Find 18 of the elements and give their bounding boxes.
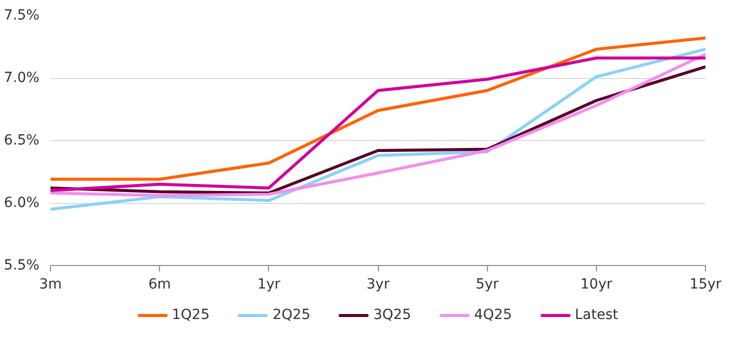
x-tick-label: 1yr bbox=[257, 276, 281, 292]
x-tick-label: 15yr bbox=[690, 276, 722, 292]
x-tick-label: 5yr bbox=[476, 276, 499, 292]
y-tick-label: 6.0% bbox=[4, 195, 40, 211]
legend-label: 1Q25 bbox=[172, 307, 210, 323]
x-tick-label: 6m bbox=[148, 276, 171, 292]
y-tick-label: 7.0% bbox=[4, 70, 40, 86]
y-tick-label: 5.5% bbox=[4, 258, 40, 274]
x-tick-label: 3yr bbox=[366, 276, 390, 292]
x-tick-label: 3m bbox=[39, 276, 62, 292]
legend-label: Latest bbox=[574, 307, 618, 323]
legend-label: 3Q25 bbox=[373, 307, 412, 323]
legend-label: 4Q25 bbox=[474, 307, 512, 323]
line-series bbox=[50, 36, 706, 181]
y-tick-label: 7.5% bbox=[4, 8, 40, 24]
legend-label: 2Q25 bbox=[272, 307, 310, 323]
y-tick-label: 6.5% bbox=[4, 132, 40, 148]
x-tick-label: 10yr bbox=[580, 276, 613, 292]
